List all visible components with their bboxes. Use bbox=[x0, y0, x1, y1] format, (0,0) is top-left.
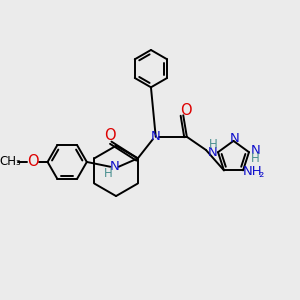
Text: N: N bbox=[208, 146, 218, 159]
Text: O: O bbox=[27, 154, 39, 169]
Text: O: O bbox=[180, 103, 191, 118]
Text: CH₃: CH₃ bbox=[0, 155, 21, 169]
Text: N: N bbox=[151, 130, 160, 143]
Text: O: O bbox=[104, 128, 116, 143]
Text: ₂: ₂ bbox=[259, 167, 264, 180]
Text: N: N bbox=[110, 160, 119, 173]
Text: N: N bbox=[230, 131, 240, 145]
Text: H: H bbox=[104, 167, 113, 180]
Text: H: H bbox=[251, 152, 260, 165]
Text: H: H bbox=[208, 138, 217, 151]
Text: NH: NH bbox=[242, 165, 262, 178]
Text: N: N bbox=[251, 145, 261, 158]
